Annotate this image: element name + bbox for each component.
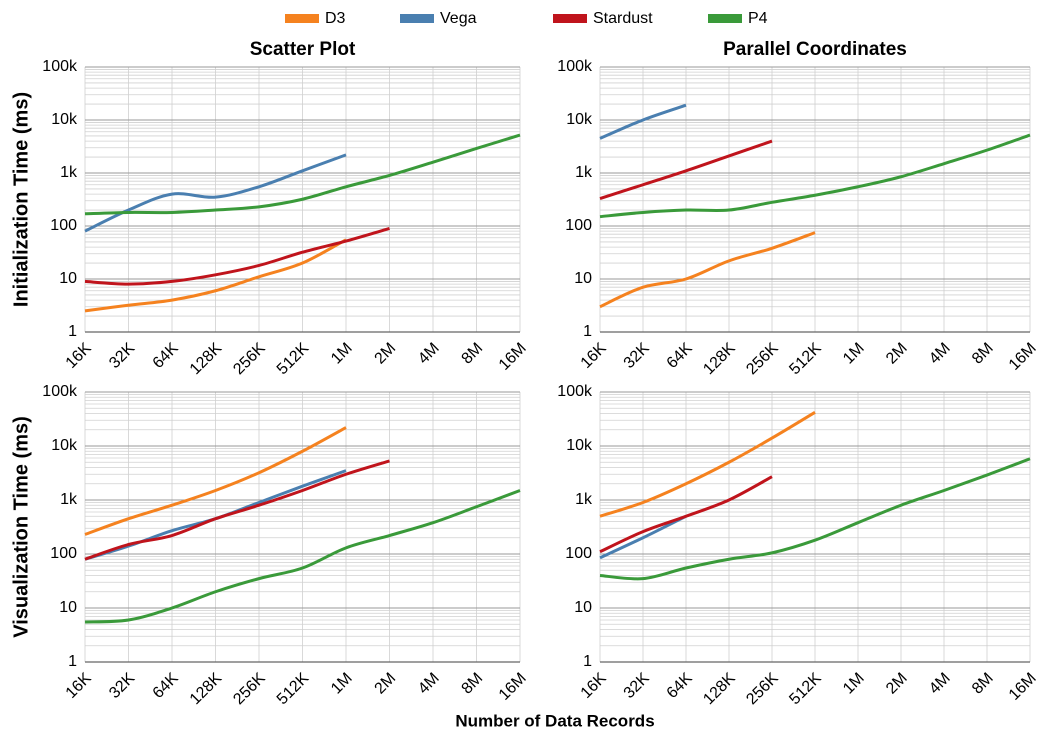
series-line: [84, 238, 347, 313]
series-line: [84, 133, 521, 216]
chart-title: Scatter Plot: [250, 39, 356, 60]
x-tick-label: 8M: [969, 670, 997, 698]
series-line: [84, 489, 521, 624]
y-tick-label: 100: [565, 217, 592, 234]
series-line: [599, 231, 816, 309]
legend-swatch: [708, 14, 742, 23]
series-line: [599, 411, 816, 518]
x-tick-label: 256K: [743, 670, 782, 709]
x-tick-label: 4M: [415, 340, 443, 368]
x-tick-label: 16M: [496, 340, 530, 374]
chart-title: Parallel Coordinates: [723, 39, 907, 60]
x-tick-label: 2M: [883, 670, 911, 698]
x-tick-label: 2M: [372, 670, 400, 698]
y-tick-label: 1: [583, 323, 592, 340]
legend-swatch: [400, 14, 434, 23]
legend-label: D3: [325, 10, 346, 27]
x-tick-label: 16M: [1006, 670, 1040, 704]
x-tick-label: 32K: [621, 340, 653, 372]
x-tick-label: 512K: [786, 670, 825, 709]
x-tick-label: 1M: [328, 670, 356, 698]
series-line: [84, 226, 390, 286]
legend-label: Stardust: [593, 10, 653, 27]
series-line: [599, 133, 1031, 219]
x-tick-label: 2M: [883, 340, 911, 368]
y-tick-label: 10: [574, 270, 592, 287]
x-tick-label: 32K: [106, 340, 138, 372]
y-tick-label: 1k: [60, 164, 78, 181]
x-tick-label: 32K: [106, 670, 138, 702]
y-tick-label: 1k: [60, 491, 78, 508]
x-tick-label: 64K: [664, 670, 696, 702]
x-tick-label: 16K: [578, 670, 610, 702]
series-line: [599, 457, 1031, 581]
x-axis-label: Number of Data Records: [455, 711, 654, 730]
x-tick-label: 64K: [150, 670, 182, 702]
x-tick-label: 8M: [969, 340, 997, 368]
x-tick-label: 512K: [786, 340, 825, 379]
x-tick-label: 512K: [274, 340, 313, 379]
y-axis-label: Visualization Time (ms): [10, 416, 32, 638]
x-tick-label: 16M: [1006, 340, 1040, 374]
y-tick-label: 10k: [51, 437, 78, 454]
x-tick-label: 16K: [63, 670, 95, 702]
y-tick-label: 1: [583, 653, 592, 670]
x-tick-label: 8M: [459, 340, 487, 368]
series-line: [599, 103, 687, 140]
y-tick-label: 100: [50, 217, 77, 234]
series-line: [599, 139, 773, 200]
y-tick-label: 100k: [42, 383, 78, 400]
y-tick-label: 1k: [575, 164, 593, 181]
y-tick-label: 100: [565, 545, 592, 562]
y-axis-label: Initialization Time (ms): [10, 92, 32, 307]
x-tick-label: 64K: [664, 340, 696, 372]
x-tick-label: 2M: [372, 340, 400, 368]
x-tick-label: 64K: [150, 340, 182, 372]
x-tick-label: 16M: [496, 670, 530, 704]
series-line: [84, 459, 390, 561]
y-tick-label: 100k: [557, 58, 593, 75]
x-tick-label: 16K: [63, 340, 95, 372]
x-tick-label: 512K: [274, 670, 313, 709]
x-tick-label: 256K: [230, 670, 269, 709]
x-tick-label: 1M: [840, 670, 868, 698]
x-tick-label: 1M: [328, 340, 356, 368]
y-tick-label: 1: [68, 323, 77, 340]
y-tick-label: 10k: [566, 437, 593, 454]
x-tick-label: 4M: [926, 670, 954, 698]
series-line: [84, 426, 347, 536]
series-line: [599, 475, 773, 554]
y-tick-label: 100k: [42, 58, 78, 75]
y-tick-label: 10: [574, 599, 592, 616]
x-tick-label: 16K: [578, 340, 610, 372]
x-tick-label: 1M: [840, 340, 868, 368]
x-tick-label: 256K: [230, 340, 269, 379]
x-tick-label: 4M: [926, 340, 954, 368]
y-tick-label: 100: [50, 545, 77, 562]
x-tick-label: 32K: [621, 670, 653, 702]
legend-label: P4: [748, 10, 768, 27]
y-tick-label: 100k: [557, 383, 593, 400]
x-tick-label: 8M: [459, 670, 487, 698]
y-tick-label: 1: [68, 653, 77, 670]
legend-label: Vega: [440, 10, 477, 27]
legend-swatch: [553, 14, 587, 23]
y-tick-label: 10: [59, 270, 77, 287]
legend-swatch: [285, 14, 319, 23]
y-tick-label: 10: [59, 599, 77, 616]
series-line: [84, 153, 347, 233]
x-tick-label: 4M: [415, 670, 443, 698]
x-tick-label: 128K: [187, 340, 226, 379]
y-tick-label: 10k: [51, 111, 78, 128]
y-tick-label: 1k: [575, 491, 593, 508]
x-tick-label: 128K: [700, 340, 739, 379]
x-tick-label: 128K: [187, 670, 226, 709]
x-tick-label: 256K: [743, 340, 782, 379]
x-tick-label: 128K: [700, 670, 739, 709]
y-tick-label: 10k: [566, 111, 593, 128]
